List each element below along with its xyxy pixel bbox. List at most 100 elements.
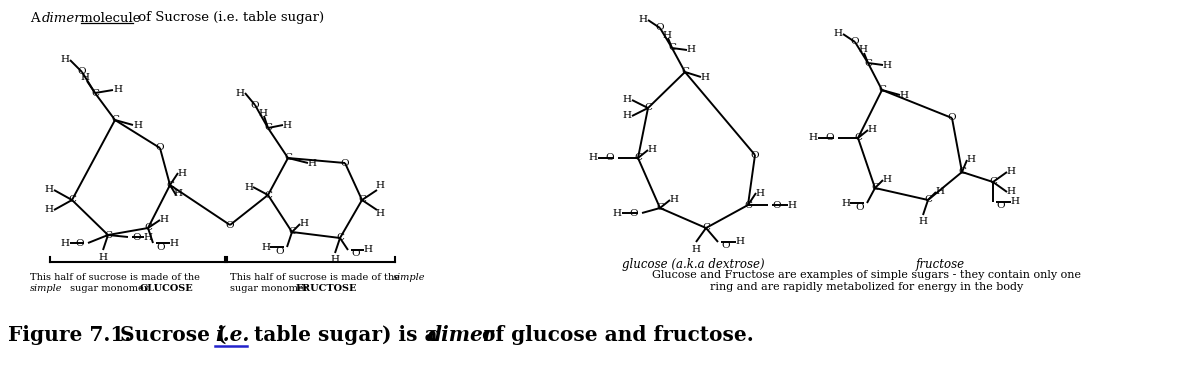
- Text: O: O: [226, 220, 234, 230]
- Text: H: H: [133, 120, 143, 129]
- Text: Figure 7.1.: Figure 7.1.: [8, 325, 131, 345]
- Text: C: C: [112, 116, 119, 124]
- Text: H: H: [662, 30, 672, 39]
- Text: H: H: [174, 189, 182, 198]
- Text: O: O: [132, 232, 140, 242]
- Text: H: H: [262, 243, 270, 252]
- Text: simple: simple: [30, 284, 62, 293]
- Text: FRUCTOSE: FRUCTOSE: [296, 284, 358, 293]
- Text: H: H: [588, 153, 598, 162]
- Text: H: H: [841, 198, 851, 207]
- Text: Glucose and Fructose are examples of simple sugars - they contain only one: Glucose and Fructose are examples of sim…: [653, 270, 1081, 280]
- Text: O: O: [948, 114, 956, 123]
- Text: of Sucrose (i.e. table sugar): of Sucrose (i.e. table sugar): [134, 12, 324, 24]
- Text: C: C: [358, 195, 366, 204]
- Text: C: C: [144, 224, 152, 232]
- Text: H: H: [44, 206, 54, 214]
- Text: This half of sucrose is made of the: This half of sucrose is made of the: [30, 273, 200, 282]
- Text: O: O: [251, 100, 259, 109]
- Text: C: C: [644, 104, 652, 112]
- Text: H: H: [736, 237, 744, 246]
- Text: This half of sucrose is made of the: This half of sucrose is made of the: [230, 273, 403, 282]
- Text: H: H: [834, 30, 842, 39]
- Text: H: H: [60, 56, 70, 64]
- Text: O: O: [772, 201, 781, 210]
- Text: C: C: [264, 123, 272, 132]
- Text: fructose: fructose: [916, 258, 965, 271]
- Text: H: H: [144, 232, 152, 242]
- Text: glucose (a.k.a dextrose): glucose (a.k.a dextrose): [622, 258, 764, 271]
- Text: C: C: [288, 228, 296, 237]
- Text: GLUCOSE: GLUCOSE: [140, 284, 193, 293]
- Text: C: C: [702, 224, 710, 232]
- Text: H: H: [756, 189, 764, 198]
- Text: O: O: [352, 249, 360, 258]
- Text: H: H: [900, 90, 908, 99]
- Text: H: H: [882, 60, 892, 69]
- Text: H: H: [160, 216, 168, 225]
- Text: C: C: [634, 153, 642, 162]
- Text: O: O: [341, 159, 349, 168]
- Text: H: H: [80, 74, 90, 82]
- Text: H: H: [98, 252, 108, 261]
- Text: C: C: [656, 204, 664, 213]
- Text: C: C: [744, 201, 752, 210]
- Text: H: H: [300, 219, 308, 228]
- Text: H: H: [691, 244, 701, 254]
- Text: H: H: [258, 108, 268, 117]
- Text: H: H: [60, 238, 70, 248]
- Text: C: C: [682, 68, 689, 76]
- Text: C: C: [668, 44, 676, 52]
- Text: H: H: [1007, 188, 1015, 196]
- Text: O: O: [826, 134, 834, 142]
- Text: sugar monomer: sugar monomer: [67, 284, 151, 293]
- Text: H: H: [638, 15, 648, 24]
- Text: H: H: [376, 182, 384, 190]
- Text: of glucose and fructose.: of glucose and fructose.: [475, 325, 754, 345]
- Text: H: H: [282, 120, 292, 129]
- Text: H: H: [235, 88, 245, 98]
- Text: H: H: [245, 183, 253, 192]
- Text: molecule: molecule: [76, 12, 140, 24]
- Text: C: C: [264, 190, 272, 200]
- Text: O: O: [78, 68, 86, 76]
- Text: O: O: [156, 243, 164, 252]
- Text: i.e.: i.e.: [215, 325, 250, 345]
- Text: dimer: dimer: [42, 12, 82, 24]
- Text: H: H: [364, 246, 372, 255]
- Text: H: H: [787, 201, 797, 210]
- Text: H: H: [376, 210, 384, 219]
- Text: H: H: [670, 195, 678, 204]
- Text: H: H: [701, 72, 709, 81]
- Text: C: C: [878, 86, 886, 94]
- Text: H: H: [307, 159, 317, 168]
- Text: C: C: [864, 58, 872, 68]
- Text: Sucrose (: Sucrose (: [113, 325, 227, 345]
- Text: H: H: [882, 176, 892, 184]
- Text: H: H: [809, 134, 817, 142]
- Text: H: H: [623, 96, 631, 105]
- Text: O: O: [156, 144, 164, 153]
- Text: dimer: dimer: [428, 325, 494, 345]
- Text: O: O: [751, 150, 760, 159]
- Text: H: H: [858, 45, 868, 54]
- Text: sugar monomer: sugar monomer: [230, 284, 312, 293]
- Text: O: O: [275, 246, 284, 255]
- Text: O: O: [655, 24, 665, 33]
- Text: H: H: [612, 209, 622, 218]
- Text: C: C: [166, 180, 174, 189]
- Text: H: H: [868, 126, 876, 135]
- Text: C: C: [336, 234, 344, 243]
- Text: C: C: [958, 168, 966, 177]
- Text: H: H: [918, 217, 928, 226]
- Text: H: H: [178, 168, 186, 177]
- Text: C: C: [871, 183, 878, 192]
- Text: A: A: [30, 12, 44, 24]
- Text: table sugar) is a: table sugar) is a: [247, 325, 445, 345]
- Text: H: H: [686, 45, 696, 54]
- Text: C: C: [284, 153, 292, 162]
- Text: H: H: [114, 86, 122, 94]
- Text: O: O: [605, 153, 614, 162]
- Text: C: C: [91, 88, 98, 98]
- Text: C: C: [989, 177, 997, 186]
